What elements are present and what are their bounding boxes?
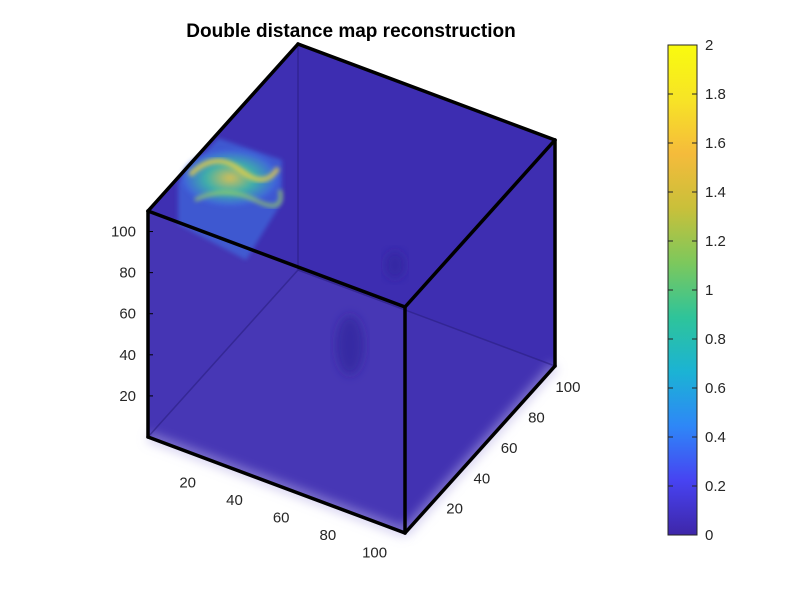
- z-tick-label: 20: [119, 388, 136, 405]
- x-tick-label: 100: [362, 544, 387, 561]
- volume-face-right: [405, 140, 555, 533]
- edge-back-bottom: [297, 269, 556, 367]
- colorbar-tick-label: 1.4: [705, 184, 726, 201]
- edge-top-right: [403, 138, 557, 309]
- colorbar-tick-label: 0.6: [705, 380, 726, 397]
- volume-face-front: [148, 211, 405, 533]
- y-tick-label: 60: [501, 440, 518, 457]
- z-tick-label: 100: [111, 224, 136, 241]
- high-value-region: [178, 138, 283, 260]
- x-tick-label: 60: [273, 509, 290, 526]
- colorbar-tick-label: 0: [705, 527, 713, 544]
- z-tick-label: 40: [119, 347, 136, 364]
- colorbar-tick-label: 1.8: [705, 86, 726, 103]
- colorbar-tick-label: 1.2: [705, 233, 726, 250]
- region-streak-2: [194, 189, 283, 208]
- y-tick-label: 40: [474, 470, 491, 487]
- bounding-box: [146, 42, 557, 535]
- y-tick-label: 100: [555, 379, 580, 396]
- inner-feature: [336, 315, 364, 375]
- z-tick-label: 80: [119, 265, 136, 282]
- edge-bottom-right: [403, 364, 557, 535]
- colorbar-tick-label: 0.4: [705, 429, 726, 446]
- chart-title: Double distance map reconstruction: [186, 21, 515, 42]
- edge-bottom-front: [146, 435, 407, 535]
- inner-feature-2: [385, 251, 405, 279]
- colorbar-tick-label: 1: [705, 282, 713, 299]
- colorbar-tick-label: 0.2: [705, 478, 726, 495]
- y-tick-label: 20: [446, 501, 463, 518]
- x-tick-label: 80: [320, 527, 337, 544]
- colorbar-ticks: 0 0.2 0.4 0.6 0.8 1 1.2 1.4 1.6 1.8 2: [668, 37, 726, 544]
- axis-ticks: 20 40 60 80 100 20 40 60 80 100 20 40 60 80 100: [111, 224, 580, 562]
- region-streak: [188, 158, 281, 182]
- colorbar-tick-label: 1.6: [705, 135, 726, 152]
- x-tick-label: 40: [226, 492, 243, 509]
- edge-top-front: [146, 209, 407, 309]
- colorbar-tick-label: 0.8: [705, 331, 726, 348]
- edge-left-bottom: [147, 269, 299, 438]
- y-tick-label: 80: [528, 410, 545, 427]
- edge-top-left: [146, 42, 300, 213]
- edge-top-back: [296, 42, 557, 142]
- z-tick-label: 60: [119, 306, 136, 323]
- x-tick-label: 20: [179, 475, 196, 492]
- colorbar-tick-label: 2: [705, 37, 713, 54]
- colorbar: 0 0.2 0.4 0.6 0.8 1 1.2 1.4 1.6 1.8 2: [667, 37, 726, 544]
